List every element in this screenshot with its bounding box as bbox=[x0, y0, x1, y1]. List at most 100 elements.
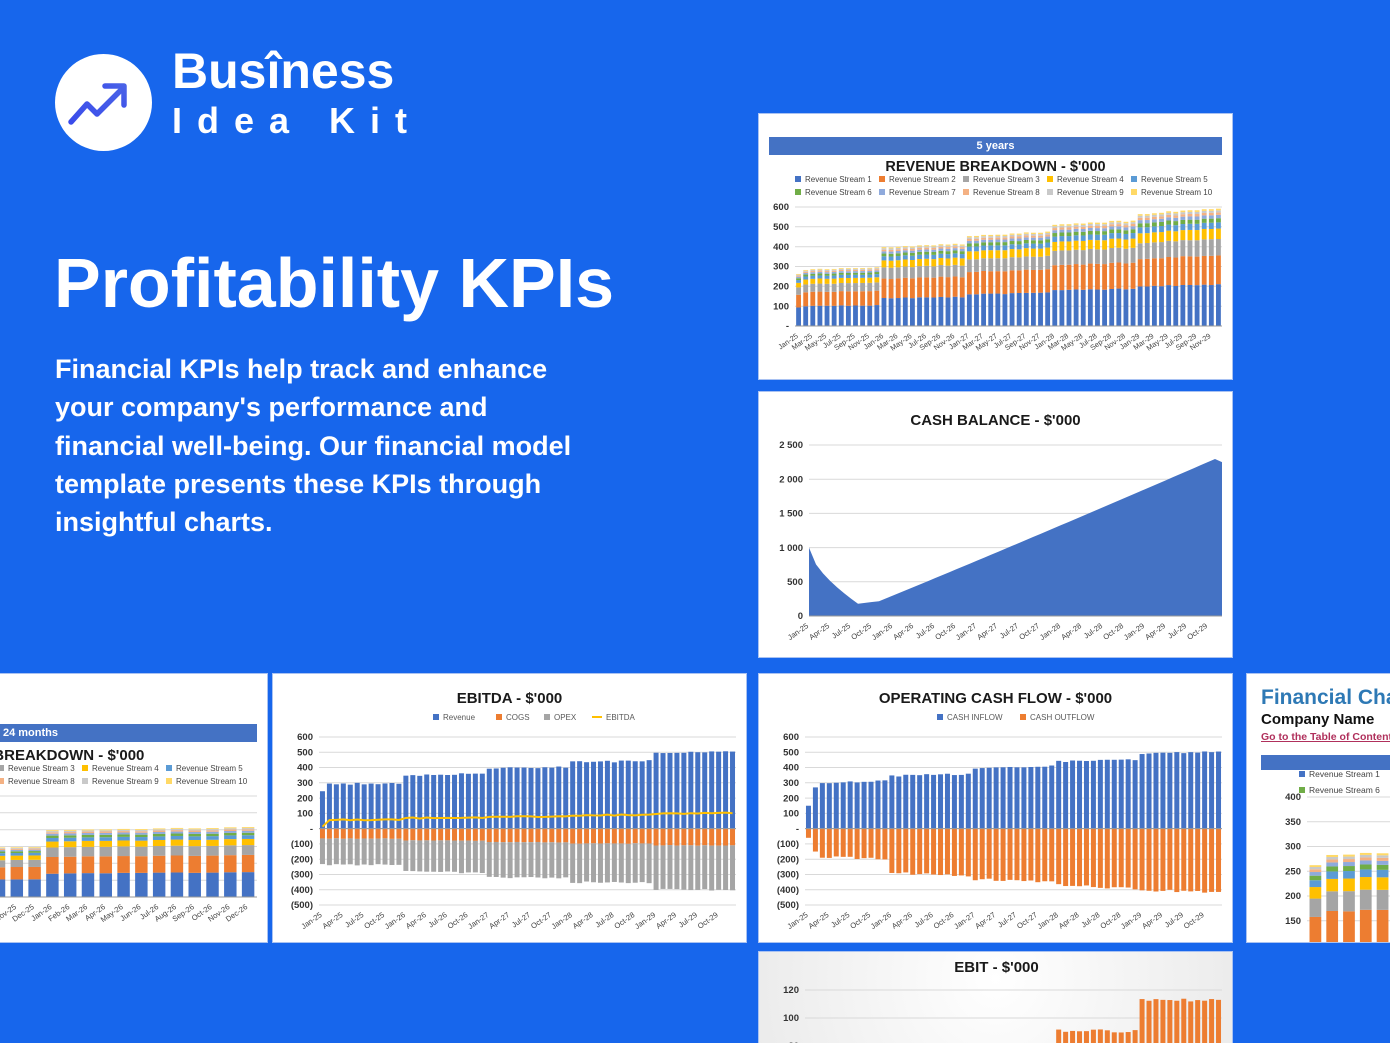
svg-text:Oct-27: Oct-27 bbox=[1015, 910, 1039, 930]
svg-text:Jan-27: Jan-27 bbox=[952, 910, 976, 931]
svg-text:Apr-27: Apr-27 bbox=[487, 910, 511, 930]
svg-text:600: 600 bbox=[783, 732, 799, 743]
svg-text:Jan-26: Jan-26 bbox=[869, 910, 893, 931]
svg-text:400: 400 bbox=[773, 242, 789, 253]
svg-text:Jul-28: Jul-28 bbox=[1079, 910, 1101, 929]
svg-text:(300): (300) bbox=[291, 870, 313, 881]
svg-text:Oct-25: Oct-25 bbox=[848, 910, 872, 930]
svg-text:Apr-28: Apr-28 bbox=[571, 910, 595, 930]
svg-text:-: - bbox=[786, 321, 789, 332]
svg-text:Apr-25: Apr-25 bbox=[807, 621, 831, 641]
svg-text:600: 600 bbox=[297, 732, 313, 743]
svg-text:Apr-28: Apr-28 bbox=[1059, 621, 1083, 641]
svg-text:100: 100 bbox=[783, 1013, 799, 1024]
svg-text:(200): (200) bbox=[291, 854, 313, 865]
svg-text:Jul-25: Jul-25 bbox=[829, 910, 851, 929]
svg-text:400: 400 bbox=[783, 763, 799, 774]
svg-text:Jan-28: Jan-28 bbox=[1036, 910, 1060, 931]
svg-text:Jul-29: Jul-29 bbox=[1166, 621, 1188, 640]
svg-text:2 500: 2 500 bbox=[779, 440, 803, 451]
svg-text:300: 300 bbox=[773, 262, 789, 273]
svg-text:Oct-29: Oct-29 bbox=[1182, 910, 1206, 930]
svg-text:Apr-25: Apr-25 bbox=[807, 910, 831, 930]
svg-text:500: 500 bbox=[773, 222, 789, 233]
svg-text:Jul-28: Jul-28 bbox=[1082, 621, 1104, 640]
svg-text:Jul-26: Jul-26 bbox=[427, 910, 449, 929]
svg-text:350: 350 bbox=[1285, 817, 1301, 828]
svg-text:Jul-25: Jul-25 bbox=[343, 910, 365, 929]
svg-text:2 000: 2 000 bbox=[779, 474, 803, 485]
svg-text:Oct-27: Oct-27 bbox=[1017, 621, 1041, 641]
svg-text:Jul-29: Jul-29 bbox=[1163, 910, 1185, 929]
svg-text:(300): (300) bbox=[777, 870, 799, 881]
svg-text:Apr-26: Apr-26 bbox=[404, 910, 428, 930]
svg-text:Jul-27: Jul-27 bbox=[998, 621, 1020, 640]
svg-text:100: 100 bbox=[297, 809, 313, 820]
svg-text:Apr-27: Apr-27 bbox=[973, 910, 997, 930]
svg-text:Jul-26: Jul-26 bbox=[913, 910, 935, 929]
svg-text:Jul-29: Jul-29 bbox=[677, 910, 699, 929]
svg-text:Jan-25: Jan-25 bbox=[785, 910, 809, 931]
svg-text:(500): (500) bbox=[291, 900, 313, 911]
svg-text:(400): (400) bbox=[291, 885, 313, 896]
svg-text:Oct-25: Oct-25 bbox=[362, 910, 386, 930]
svg-text:Jan-26: Jan-26 bbox=[870, 621, 894, 642]
svg-text:Oct-29: Oct-29 bbox=[1185, 621, 1209, 641]
svg-text:Jul-28: Jul-28 bbox=[593, 910, 615, 929]
svg-text:Jan-29: Jan-29 bbox=[1119, 910, 1143, 931]
svg-text:500: 500 bbox=[297, 748, 313, 759]
svg-text:Apr-26: Apr-26 bbox=[891, 621, 915, 641]
svg-text:600: 600 bbox=[773, 202, 789, 213]
svg-text:1 500: 1 500 bbox=[779, 509, 803, 520]
svg-text:Jan-27: Jan-27 bbox=[954, 621, 978, 642]
svg-text:Jan-28: Jan-28 bbox=[550, 910, 574, 931]
svg-text:100: 100 bbox=[783, 809, 799, 820]
svg-text:Jan-27: Jan-27 bbox=[466, 910, 490, 931]
svg-text:300: 300 bbox=[1285, 842, 1301, 853]
svg-text:0: 0 bbox=[798, 611, 803, 622]
svg-text:(100): (100) bbox=[777, 839, 799, 850]
svg-text:Jul-27: Jul-27 bbox=[996, 910, 1018, 929]
svg-text:Oct-28: Oct-28 bbox=[1101, 621, 1125, 641]
svg-text:Apr-27: Apr-27 bbox=[975, 621, 999, 641]
svg-text:Jan-25: Jan-25 bbox=[786, 621, 810, 642]
svg-text:(200): (200) bbox=[777, 854, 799, 865]
svg-text:300: 300 bbox=[297, 778, 313, 789]
svg-text:Jan-29: Jan-29 bbox=[633, 910, 657, 931]
svg-text:250: 250 bbox=[1285, 867, 1301, 878]
svg-text:1 000: 1 000 bbox=[779, 543, 803, 554]
svg-text:150: 150 bbox=[1285, 916, 1301, 927]
svg-text:500: 500 bbox=[783, 748, 799, 759]
svg-text:Jan-26: Jan-26 bbox=[383, 910, 407, 931]
svg-text:-: - bbox=[310, 824, 313, 835]
svg-text:500: 500 bbox=[787, 577, 803, 588]
svg-text:Oct-26: Oct-26 bbox=[446, 910, 470, 930]
svg-text:Jan-28: Jan-28 bbox=[1038, 621, 1062, 642]
svg-text:Jul-26: Jul-26 bbox=[914, 621, 936, 640]
svg-text:200: 200 bbox=[1285, 891, 1301, 902]
svg-text:200: 200 bbox=[297, 793, 313, 804]
svg-text:Apr-29: Apr-29 bbox=[654, 910, 678, 930]
svg-text:(500): (500) bbox=[777, 900, 799, 911]
svg-text:Jan-29: Jan-29 bbox=[1122, 621, 1146, 642]
svg-text:Oct-26: Oct-26 bbox=[933, 621, 957, 641]
svg-text:(100): (100) bbox=[291, 839, 313, 850]
svg-text:Apr-25: Apr-25 bbox=[321, 910, 345, 930]
svg-text:Jan-25: Jan-25 bbox=[299, 910, 323, 931]
svg-text:Apr-29: Apr-29 bbox=[1140, 910, 1164, 930]
svg-text:Oct-28: Oct-28 bbox=[613, 910, 637, 930]
svg-text:100: 100 bbox=[1285, 941, 1301, 943]
svg-text:Apr-29: Apr-29 bbox=[1143, 621, 1167, 641]
svg-text:Apr-26: Apr-26 bbox=[890, 910, 914, 930]
svg-text:Oct-25: Oct-25 bbox=[849, 621, 873, 641]
svg-text:Apr-28: Apr-28 bbox=[1057, 910, 1081, 930]
svg-text:-: - bbox=[796, 824, 799, 835]
svg-text:100: 100 bbox=[773, 301, 789, 312]
svg-text:Oct-26: Oct-26 bbox=[932, 910, 956, 930]
svg-text:300: 300 bbox=[783, 778, 799, 789]
svg-text:Oct-29: Oct-29 bbox=[696, 910, 720, 930]
svg-text:400: 400 bbox=[297, 763, 313, 774]
svg-text:400: 400 bbox=[1285, 792, 1301, 803]
svg-text:120: 120 bbox=[783, 985, 799, 996]
svg-text:200: 200 bbox=[783, 793, 799, 804]
